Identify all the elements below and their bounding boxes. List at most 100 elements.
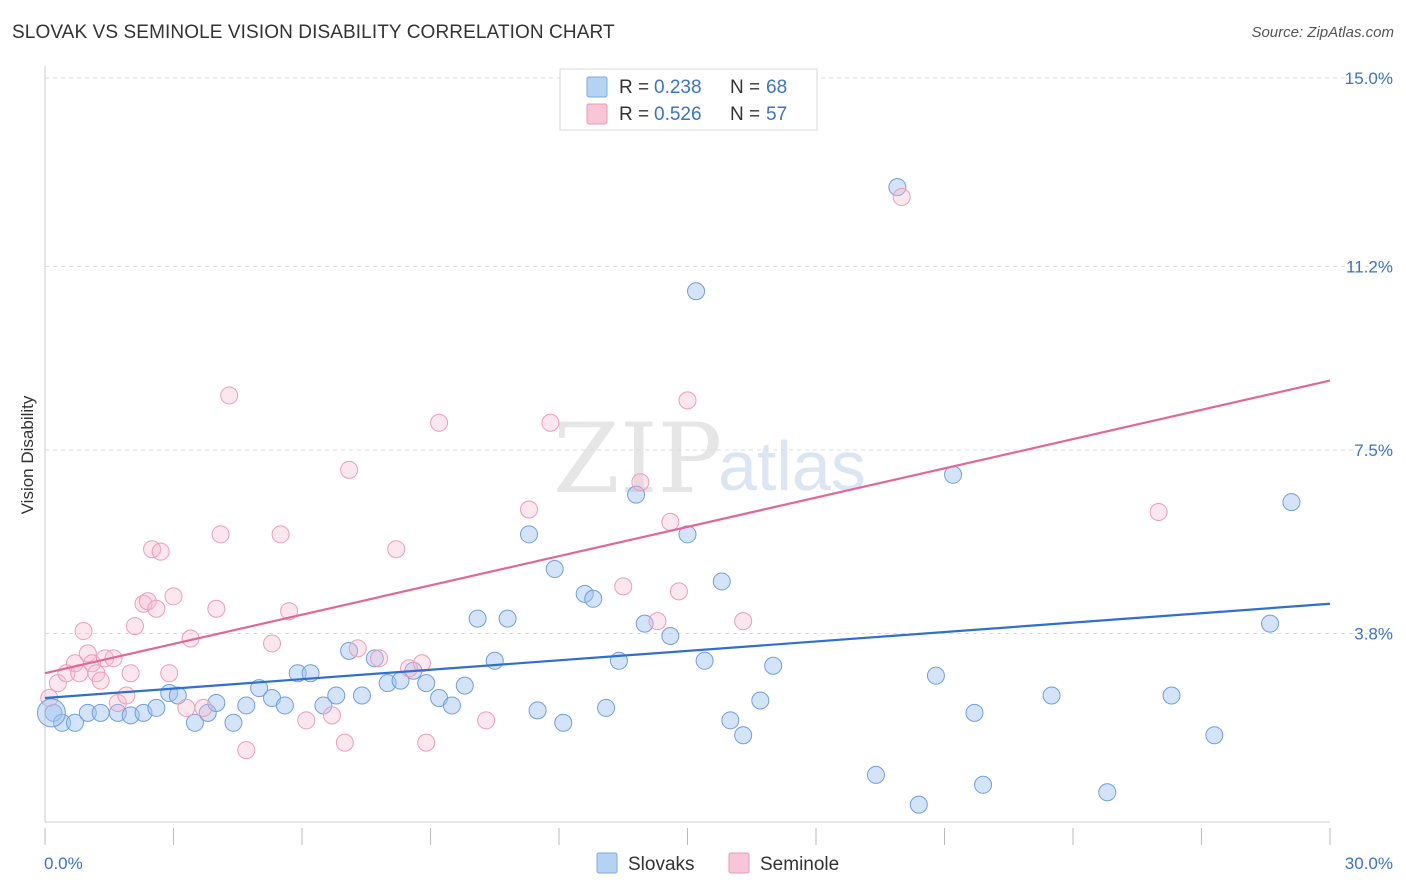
legend-swatch-slovaks xyxy=(586,76,608,98)
slovaks-point xyxy=(1098,783,1117,802)
slovaks-point xyxy=(36,698,66,728)
slovaks-point xyxy=(327,686,346,705)
seminole-point xyxy=(280,602,299,621)
seminole-point xyxy=(117,686,136,705)
seminole-point xyxy=(151,542,170,561)
watermark-atlas: atlas xyxy=(718,427,866,505)
data-points xyxy=(36,178,1301,814)
slovaks-point xyxy=(1042,686,1061,705)
seminole-point xyxy=(631,473,650,492)
slovaks-point xyxy=(91,703,110,722)
watermark-zip: ZIP xyxy=(553,403,722,515)
slovaks-point xyxy=(520,525,539,544)
slovaks-point xyxy=(695,651,714,670)
seminole-point xyxy=(147,599,166,618)
seminole-point xyxy=(1149,503,1168,521)
x-tick-label: 30.0% xyxy=(1345,854,1393,873)
slovaks-point xyxy=(734,726,753,745)
chart-title: SLOVAK VS SEMINOLE VISION DISABILITY COR… xyxy=(12,22,615,43)
slovaks-point xyxy=(909,795,928,814)
slovaks-point xyxy=(455,676,474,695)
legend: R = 0.238 N = 68 R = 0.526 N = 57 xyxy=(559,68,818,131)
tick-labels: 3.8% 7.5% 11.2% 15.0% 0.0% 30.0% xyxy=(44,69,1393,873)
legend-n-label-2: N = xyxy=(730,104,760,125)
bottom-legend-swatch-seminole xyxy=(728,852,750,874)
slovaks-point xyxy=(1261,614,1280,633)
seminole-point xyxy=(340,460,359,479)
slovaks-point xyxy=(224,713,243,732)
y-tick-label: 7.5% xyxy=(1354,441,1393,460)
y-tick-label: 15.0% xyxy=(1345,69,1393,88)
seminole-point xyxy=(297,711,316,730)
seminole-point xyxy=(74,622,93,641)
seminole-point xyxy=(121,664,140,683)
seminole-point xyxy=(237,741,256,760)
legend-swatch-seminole xyxy=(586,103,608,125)
seminole-point xyxy=(370,649,389,668)
legend-n-label-1: N = xyxy=(730,77,760,98)
slovaks-point xyxy=(721,711,740,730)
slovaks-point xyxy=(687,282,706,301)
seminole-point xyxy=(477,711,496,730)
legend-n-value-2: 57 xyxy=(766,104,787,125)
bottom-legend: Slovaks Seminole xyxy=(596,852,839,875)
source-label: Source: ZipAtlas.com xyxy=(1251,24,1394,41)
slovaks-point xyxy=(53,713,72,732)
slovaks-point xyxy=(965,703,984,722)
legend-r-label-2: R = xyxy=(619,104,649,125)
y-tick-label: 3.8% xyxy=(1354,625,1393,644)
slovaks-point xyxy=(974,775,993,794)
legend-n-value-1: 68 xyxy=(766,77,787,98)
slovaks-point xyxy=(498,609,517,628)
legend-r-label-1: R = xyxy=(619,77,649,98)
seminole-point xyxy=(194,698,213,717)
seminole-point xyxy=(734,612,753,631)
slovaks-point xyxy=(764,656,783,675)
slovaks-point xyxy=(1205,726,1224,745)
seminole-point xyxy=(348,639,367,658)
slovaks-point xyxy=(866,765,885,784)
slovaks-point xyxy=(485,651,504,670)
slovaks-point xyxy=(442,696,461,715)
slovaks-point xyxy=(661,627,680,645)
seminole-point xyxy=(520,500,539,519)
bottom-legend-seminole: Seminole xyxy=(760,854,839,875)
slovaks-point xyxy=(545,560,564,579)
slovaks-point xyxy=(751,691,770,710)
seminole-point xyxy=(91,671,110,690)
slovaks-point xyxy=(888,178,907,197)
seminole-point xyxy=(417,733,436,752)
seminole-point xyxy=(164,587,183,606)
slovaks-point xyxy=(597,698,616,717)
trendlines xyxy=(44,379,1331,700)
slovaks-point xyxy=(237,696,256,715)
seminole-point xyxy=(78,644,97,663)
seminole-trendline xyxy=(44,379,1331,675)
slovaks-point xyxy=(1162,686,1181,705)
slovaks-point xyxy=(365,649,384,668)
y-axis-title: Vision Disability xyxy=(18,395,37,514)
seminole-point xyxy=(661,512,680,531)
seminole-point xyxy=(263,634,282,653)
slovaks-point xyxy=(712,572,731,591)
slovaks-point xyxy=(275,696,294,715)
slovaks-point xyxy=(288,664,307,683)
seminole-point xyxy=(322,706,341,725)
slovaks-point xyxy=(575,584,594,603)
slovaks-point xyxy=(554,713,573,732)
seminole-point xyxy=(412,654,431,673)
seminole-point xyxy=(648,612,667,631)
x-tick-label: 0.0% xyxy=(44,854,83,873)
seminole-point xyxy=(541,413,560,432)
bottom-legend-slovaks: Slovaks xyxy=(628,854,695,875)
slovaks-point xyxy=(926,666,945,685)
slovaks-trendline xyxy=(44,602,1331,700)
seminole-point xyxy=(335,733,354,752)
seminole-point xyxy=(430,413,449,432)
seminole-point xyxy=(125,617,144,636)
seminole-point xyxy=(177,698,196,717)
slovaks-point xyxy=(65,713,84,732)
axes xyxy=(44,66,1331,845)
slovaks-point xyxy=(250,679,269,698)
